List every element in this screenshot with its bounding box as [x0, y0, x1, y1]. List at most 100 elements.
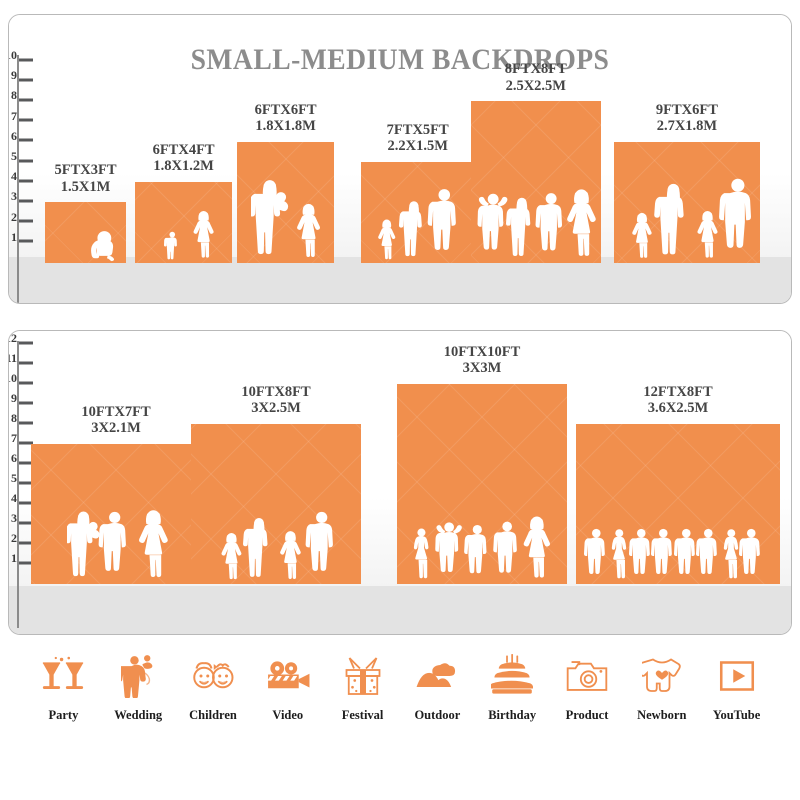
person-silhouette	[425, 164, 464, 263]
person-silhouette	[475, 158, 511, 263]
person-silhouette	[96, 480, 133, 584]
person-silhouette	[605, 508, 634, 584]
y-axis-tick-mark	[19, 219, 33, 223]
bar-size-label-metric: 3X3M	[462, 360, 502, 377]
y-axis-tick-label: 3	[11, 189, 17, 204]
backdrop-size-bar[interactable]	[191, 424, 361, 584]
y-axis-line	[17, 341, 19, 628]
gift-box-icon	[342, 650, 384, 702]
y-axis-tick-label: 1	[11, 551, 17, 565]
chart-panel-small: SMALL-MEDIUM BACKDROPS 1 2 3 4 5 6 7 8 9 10 5FTX3…	[8, 14, 792, 304]
backdrop-size-bar[interactable]	[361, 162, 475, 263]
bar-size-label-imperial: 10FTX7FT	[81, 404, 151, 420]
use-case-item-children[interactable]: Children	[176, 650, 251, 723]
backdrop-size-bar[interactable]	[135, 182, 233, 263]
bar-size-label-metric: 3X2.1M	[91, 420, 141, 437]
backdrop-size-bar[interactable]	[471, 101, 601, 263]
video-camera-icon	[265, 650, 311, 702]
use-case-label: Party	[48, 708, 79, 722]
y-axis-tick-mark	[19, 199, 33, 203]
person-silhouette	[66, 498, 104, 584]
y-axis-tick-mark	[19, 541, 33, 544]
person-silhouette	[433, 482, 465, 584]
use-case-item-youtube[interactable]: YouTube	[699, 650, 774, 723]
person-silhouette	[582, 504, 611, 584]
y-axis-tick-mark	[19, 441, 33, 444]
use-case-item-outdoor[interactable]: Outdoor	[400, 650, 475, 723]
people-silhouette-group	[135, 182, 232, 263]
bar-size-label-metric: 3.6X2.5M	[647, 400, 709, 417]
y-axis-tick-label: 3	[11, 511, 17, 525]
use-case-label: Wedding	[114, 708, 163, 722]
wine-glasses-icon	[40, 650, 86, 702]
use-case-label: Birthday	[488, 708, 537, 722]
use-case-item-birthday[interactable]: Birthday	[475, 650, 550, 723]
y-axis-tick-mark	[19, 341, 33, 344]
y-axis-tick-mark	[19, 98, 33, 102]
backdrop-size-bar[interactable]	[31, 444, 201, 584]
person-silhouette	[372, 217, 401, 263]
use-case-icon-strip: Party Wedding Children Video Festival Outdoor…	[8, 650, 792, 760]
person-silhouette	[623, 210, 661, 263]
person-silhouette	[217, 530, 246, 584]
person-silhouette	[690, 208, 725, 263]
bar-size-label-metric: 1.5X1M	[60, 178, 111, 195]
bar-size-label-imperial: 10FTX10FT	[443, 344, 521, 360]
y-axis-tick-mark	[19, 159, 33, 162]
floor-strip	[9, 257, 791, 303]
use-case-item-wedding[interactable]: Wedding	[101, 650, 176, 723]
bar-size-label-imperial: 7FTX5FT	[386, 122, 449, 138]
bar-size-label: 12FTX8FT 3.6X2.5M	[558, 384, 791, 417]
y-axis-tick-mark	[19, 138, 33, 142]
use-case-label: Festival	[341, 708, 384, 722]
use-case-item-newborn[interactable]: Newborn	[624, 650, 699, 723]
chart-panel-medium: 123456789101112 10FTX7FT3X2.1M10FTX8FT3X…	[8, 330, 792, 635]
person-silhouette	[533, 144, 569, 263]
y-axis-tick-mark	[19, 361, 33, 364]
person-silhouette	[462, 478, 493, 584]
bar-size-label: 7FTX5FT 2.2X1.5M	[343, 122, 492, 154]
y-axis-tick-label: 10	[9, 48, 17, 62]
person-silhouette	[189, 208, 218, 263]
y-axis-tick-label: 6	[11, 451, 17, 465]
backdrop-size-bar[interactable]	[45, 202, 126, 263]
person-silhouette	[303, 478, 340, 584]
person-silhouette	[276, 528, 305, 584]
y-axis-tick-mark	[19, 461, 33, 464]
y-axis-tick-label: 9	[11, 68, 17, 83]
bar-size-label-metric: 2.5X2.5M	[505, 77, 566, 94]
bar-size-label-metric: 2.7X1.8M	[656, 118, 718, 135]
person-silhouette	[133, 506, 174, 584]
baby-onesie-icon	[641, 650, 682, 702]
y-axis-tick-label: 5	[11, 471, 17, 485]
backdrop-size-bar[interactable]	[237, 141, 335, 263]
y-axis-tick-label: 6	[11, 128, 17, 143]
y-axis-line	[17, 55, 19, 303]
y-axis-tick-mark	[19, 501, 33, 504]
bar-size-label: 10FTX7FT 3X2.1M	[13, 404, 219, 436]
use-case-item-product[interactable]: Product	[550, 650, 625, 723]
y-axis-tick-label: 10	[9, 371, 17, 385]
bar-size-label-metric: 2.2X1.5M	[387, 138, 448, 155]
person-silhouette	[672, 500, 701, 584]
backdrop-size-bar[interactable]	[614, 141, 760, 263]
person-silhouette	[519, 490, 555, 584]
backdrop-size-bar[interactable]	[576, 424, 780, 584]
bar-size-label-imperial: 5FTX3FT	[54, 162, 117, 179]
people-silhouette-group	[397, 384, 567, 584]
use-case-label: Video	[272, 708, 304, 722]
y-axis-tick-mark	[19, 58, 33, 61]
people-silhouette-group	[576, 424, 780, 584]
bar-size-label-imperial: 6FTX6FT	[254, 101, 317, 118]
backdrop-size-bar[interactable]	[397, 384, 567, 584]
use-case-item-party[interactable]: Party	[26, 650, 101, 723]
person-silhouette	[407, 488, 436, 584]
y-axis-tick-mark	[19, 521, 33, 524]
bar-size-label: 6FTX6FT 1.8X1.8M	[219, 102, 352, 134]
person-silhouette	[250, 150, 294, 263]
use-case-item-festival[interactable]: Festival	[325, 650, 400, 723]
use-case-item-video[interactable]: Video	[250, 650, 325, 723]
birthday-cake-icon	[491, 650, 534, 702]
bar-size-label: 5FTX3FT 1.5X1M	[27, 162, 144, 194]
